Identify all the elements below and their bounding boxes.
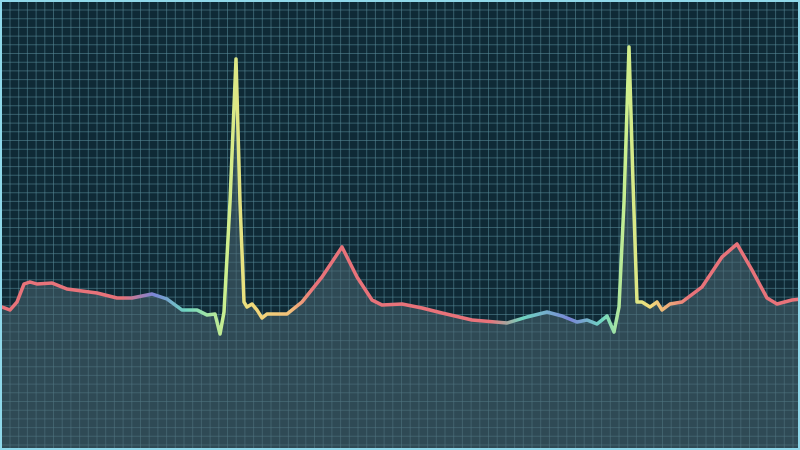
ecg-trace [2, 45, 798, 336]
waveform-fill [2, 47, 798, 448]
